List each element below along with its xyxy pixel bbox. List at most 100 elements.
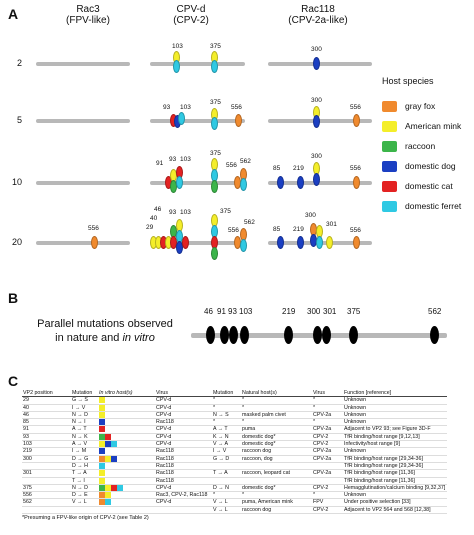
position-label: 300 bbox=[311, 153, 322, 160]
host-color-cell bbox=[111, 441, 117, 448]
cell-invitro bbox=[98, 484, 155, 493]
position-label: 93 bbox=[228, 307, 237, 316]
row-label-5: 5 bbox=[16, 115, 22, 125]
cell-mutation2: * bbox=[212, 491, 241, 500]
cell-natural: raccoon, leopard cat bbox=[241, 469, 312, 478]
mutation-marker bbox=[91, 236, 98, 249]
mutation-marker bbox=[277, 176, 284, 189]
table-row: 556 D → E Rac3, CPV-2, Rac118 * * * Unknown bbox=[22, 491, 448, 500]
cell-virus2 bbox=[312, 477, 343, 485]
cell-virus: CPV-d bbox=[155, 498, 212, 507]
cell-virus2: CPV-2 bbox=[312, 433, 343, 442]
position-label: 103 bbox=[180, 104, 191, 111]
legend-swatch bbox=[382, 100, 397, 112]
position-label: 375 bbox=[210, 99, 221, 106]
genome-bar bbox=[268, 62, 372, 66]
host-color-cell bbox=[117, 484, 123, 491]
legend-item: domestic ferret bbox=[382, 196, 461, 216]
cell-vp2 bbox=[22, 506, 71, 515]
table-row: D → H Rac118 TfR binding/host range [29,34… bbox=[22, 462, 448, 471]
position-label: 85 bbox=[273, 226, 281, 233]
cell-vp2: 562 bbox=[22, 498, 71, 507]
cell-virus2: CPV-2a bbox=[312, 469, 343, 478]
table-row: 40 I → V CPV-d * * * Unknown bbox=[22, 404, 448, 412]
cell-virus2: CPV-2a bbox=[312, 455, 343, 463]
cell-mutation2: A → T bbox=[212, 425, 241, 434]
host-color-cell bbox=[99, 455, 105, 462]
genome-bar bbox=[36, 181, 130, 185]
position-label: 556 bbox=[350, 227, 361, 234]
position-label: 375 bbox=[347, 307, 361, 316]
host-color-cell bbox=[99, 484, 105, 491]
position-label: 562 bbox=[244, 219, 255, 226]
th-virus: Virus bbox=[155, 390, 212, 398]
cell-virus: CPV-d bbox=[155, 440, 212, 449]
legend-item: American mink bbox=[382, 116, 461, 136]
position-label: 556 bbox=[350, 165, 361, 172]
panel-b-caption: Parallel mutations observed in nature an… bbox=[20, 317, 190, 345]
cell-natural: masked palm civet bbox=[241, 411, 312, 420]
mutation-marker bbox=[240, 178, 247, 191]
mutation-marker bbox=[430, 326, 439, 344]
legend-title: Host species bbox=[382, 76, 434, 86]
genome-bar bbox=[268, 119, 372, 123]
position-label: 300 bbox=[305, 212, 316, 219]
position-label: 300 bbox=[307, 307, 321, 316]
cell-mutation2: V → A bbox=[212, 440, 241, 449]
legend-item: raccoon bbox=[382, 136, 461, 156]
cell-mutation2: I → V bbox=[212, 447, 241, 456]
mutation-marker bbox=[229, 326, 238, 344]
cell-function: Unknown bbox=[343, 404, 448, 412]
legend-swatch bbox=[382, 160, 397, 172]
mutation-marker bbox=[316, 236, 323, 249]
position-label: 46 bbox=[154, 206, 162, 213]
th-invitro: In vitro host(s) bbox=[98, 390, 155, 398]
th-virus2: Virus bbox=[312, 390, 343, 398]
position-label: 562 bbox=[240, 158, 251, 165]
panel-b-caption-line2: in nature and in vitro bbox=[20, 331, 190, 345]
cell-virus2: CPV-2 bbox=[312, 440, 343, 449]
cell-virus: Rac118 bbox=[155, 418, 212, 427]
host-color-cell bbox=[111, 455, 117, 462]
cell-mutation: I → M bbox=[71, 447, 98, 456]
table-row: T → I Rac118 TfR binding/host range [11,36… bbox=[22, 477, 448, 485]
cell-function: Unknown bbox=[343, 418, 448, 427]
mutation-marker bbox=[313, 57, 320, 70]
legend-label: American mink bbox=[405, 121, 462, 131]
position-label: 103 bbox=[172, 43, 183, 50]
position-label: 556 bbox=[231, 104, 242, 111]
genome-bar bbox=[36, 119, 130, 123]
cell-natural: puma bbox=[241, 425, 312, 434]
panel-b-caption-line2a: in nature and bbox=[55, 332, 123, 344]
cell-mutation: A → V bbox=[71, 440, 98, 449]
cell-vp2: 93 bbox=[22, 433, 71, 442]
th-vp2: VP2 position bbox=[22, 390, 71, 398]
cell-virus2 bbox=[312, 462, 343, 471]
host-color-cell bbox=[111, 484, 117, 491]
cell-virus bbox=[155, 506, 212, 515]
mutation-marker bbox=[206, 326, 215, 344]
cell-natural: * bbox=[241, 418, 312, 427]
cell-function: TfR binding/host range [11,36] bbox=[343, 469, 448, 478]
mutation-table-grid: VP2 position Mutation In vitro host(s) V… bbox=[22, 390, 448, 515]
cell-vp2: 46 bbox=[22, 411, 71, 420]
legend-label: domestic cat bbox=[405, 181, 453, 191]
legend-label: domestic dog bbox=[405, 161, 456, 171]
cell-invitro bbox=[98, 469, 155, 478]
cell-virus: Rac118 bbox=[155, 477, 212, 485]
cell-vp2: 29 bbox=[22, 396, 71, 405]
mutation-marker bbox=[353, 176, 360, 189]
cell-virus2: * bbox=[312, 418, 343, 427]
cell-function: Adjacent to VP2 564 and 568 [12,38] bbox=[343, 506, 448, 515]
table-header-row: VP2 position Mutation In vitro host(s) V… bbox=[22, 390, 448, 398]
mutation-marker bbox=[353, 236, 360, 249]
cell-mutation: G → S bbox=[71, 396, 98, 405]
cell-mutation: N → K bbox=[71, 433, 98, 442]
cell-vp2: 301 bbox=[22, 469, 71, 478]
cell-invitro bbox=[98, 411, 155, 420]
